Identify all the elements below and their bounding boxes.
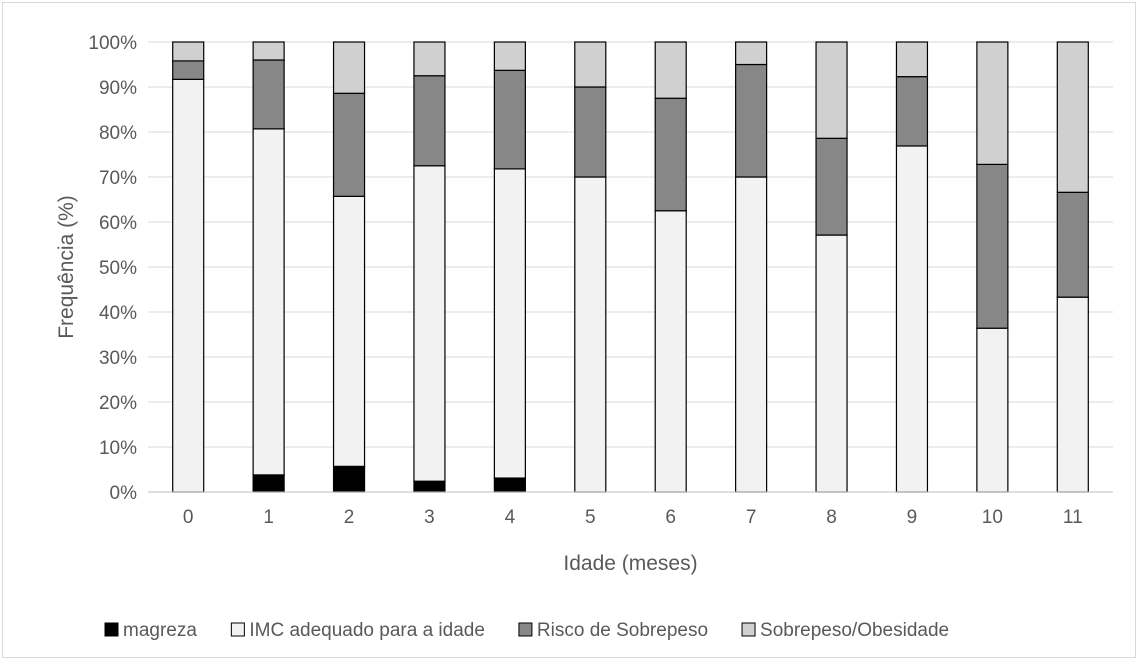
bar-segment bbox=[413, 75, 446, 167]
bar-segment bbox=[895, 145, 929, 493]
bar-segment bbox=[735, 176, 768, 493]
y-tick-label: 90% bbox=[99, 78, 137, 99]
bar-segment bbox=[1056, 41, 1089, 193]
bar-segment bbox=[654, 97, 687, 212]
legend-swatch bbox=[104, 622, 119, 637]
bar-segment bbox=[815, 41, 848, 139]
bar-segment bbox=[252, 128, 285, 476]
legend-label: IMC adequado para a idade bbox=[249, 620, 485, 641]
bar-segment bbox=[735, 41, 768, 66]
bar-segment bbox=[332, 195, 366, 467]
bar-segment bbox=[815, 137, 848, 236]
legend-label: Sobrepeso/Obesidade bbox=[760, 620, 949, 641]
x-tick-label: 0 bbox=[183, 507, 194, 528]
legend-swatch bbox=[230, 622, 245, 637]
y-axis-title: Frequência (%) bbox=[55, 195, 78, 339]
y-tick-label: 60% bbox=[99, 213, 137, 234]
legend-item: Risco de Sobrepeso bbox=[518, 620, 708, 641]
legend-swatch bbox=[518, 622, 533, 637]
y-tick-label: 80% bbox=[99, 123, 137, 144]
y-tick-label: 30% bbox=[99, 348, 137, 369]
x-tick-label: 5 bbox=[585, 507, 596, 528]
x-tick-label: 1 bbox=[263, 507, 274, 528]
y-tick-label: 50% bbox=[99, 258, 137, 279]
bar-segment bbox=[574, 41, 607, 88]
bar-segment bbox=[172, 41, 205, 62]
y-tick-label: 20% bbox=[99, 393, 137, 414]
bar-segment bbox=[252, 474, 285, 493]
legend-item: IMC adequado para a idade bbox=[230, 620, 485, 641]
bar-segment bbox=[574, 86, 607, 178]
y-tick-label: 0% bbox=[110, 483, 138, 504]
gridlines bbox=[148, 41, 1113, 448]
legend-label: Risco de Sobrepeso bbox=[537, 620, 708, 641]
bar-segment bbox=[1056, 296, 1089, 493]
legend-label: magreza bbox=[123, 620, 197, 641]
bar-segment bbox=[172, 60, 205, 80]
x-tick-label: 6 bbox=[665, 507, 676, 528]
legend-item: Sobrepeso/Obesidade bbox=[741, 620, 949, 641]
legend-item: magreza bbox=[104, 620, 197, 641]
y-tick-labels: 0% 10% 20% 30% 40% 50% 60% 70% 80% 90% 100% bbox=[88, 33, 137, 504]
bar-segment bbox=[815, 234, 848, 493]
x-tick-label: 4 bbox=[505, 507, 516, 528]
y-tick-label: 70% bbox=[99, 168, 137, 189]
y-tick-label: 100% bbox=[88, 33, 137, 54]
bar-segment bbox=[1056, 191, 1089, 298]
bar-segment bbox=[735, 63, 768, 178]
bar-segment bbox=[332, 92, 366, 197]
x-tick-label: 7 bbox=[746, 507, 757, 528]
x-tick-label: 9 bbox=[907, 507, 918, 528]
bar-segment bbox=[493, 69, 526, 170]
bar-segment bbox=[976, 327, 1009, 493]
bar-segment bbox=[332, 465, 366, 493]
bar-segment bbox=[493, 41, 526, 71]
bar-segment bbox=[976, 163, 1009, 329]
x-tick-label: 2 bbox=[344, 507, 355, 528]
bar-segment bbox=[493, 477, 526, 493]
bar-segment bbox=[895, 41, 929, 78]
bar-segment bbox=[895, 76, 929, 147]
legend: magreza IMC adequado para a idade Risco de… bbox=[104, 620, 949, 641]
legend-swatch bbox=[741, 622, 756, 637]
y-tick-label: 40% bbox=[99, 303, 137, 324]
bar-segment bbox=[976, 41, 1009, 166]
bar-segment bbox=[252, 41, 285, 61]
bar-segment bbox=[413, 41, 446, 77]
bar-segment bbox=[332, 41, 366, 94]
x-tick-labels: 0 1 2 3 4 5 6 7 8 9 10 11 bbox=[183, 507, 1083, 528]
x-tick-label: 11 bbox=[1063, 507, 1083, 528]
bar-segment bbox=[654, 210, 687, 493]
bar-segment bbox=[654, 41, 687, 99]
bar-segment bbox=[574, 176, 607, 493]
x-tick-label: 3 bbox=[424, 507, 435, 528]
x-tick-label: 10 bbox=[982, 507, 1003, 528]
x-tick-label: 8 bbox=[826, 507, 837, 528]
bar-segment bbox=[252, 59, 285, 130]
bar-segment bbox=[493, 168, 526, 479]
bar-segment bbox=[172, 78, 205, 493]
x-axis-title: Idade (meses) bbox=[563, 552, 697, 575]
y-tick-label: 10% bbox=[99, 438, 137, 459]
bar-segment bbox=[413, 480, 446, 493]
bar-segment bbox=[413, 165, 446, 482]
stacked-bar-chart: 0% 10% 20% 30% 40% 50% 60% 70% 80% 90% 100% 0 1 2 3 4 5… bbox=[55, 33, 1113, 641]
